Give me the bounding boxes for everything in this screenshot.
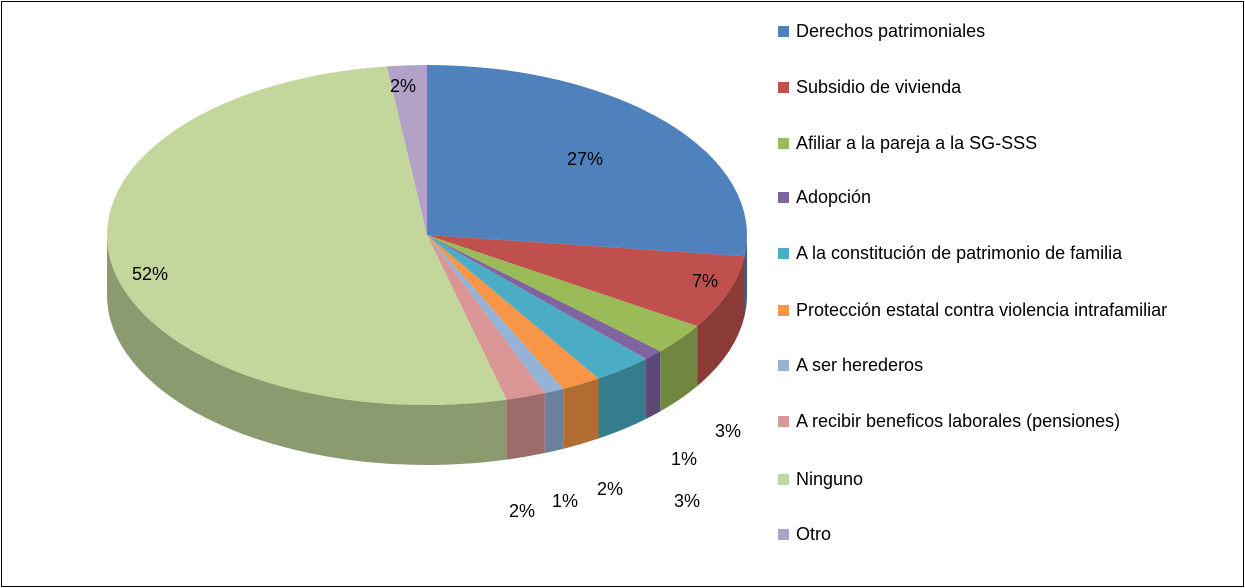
legend-item: Ninguno	[778, 466, 1211, 493]
legend-label: A la constitución de patrimonio de famil…	[796, 243, 1123, 263]
slice	[427, 235, 647, 379]
slice-side	[646, 351, 661, 419]
slice	[427, 235, 545, 400]
slice-side	[744, 235, 747, 317]
legend-label: Otro	[796, 524, 832, 544]
legend-item: A ser herederos	[778, 352, 1211, 379]
legend-swatch	[778, 138, 789, 149]
data-label: 3%	[715, 421, 741, 441]
legend-label: Derechos patrimoniales	[796, 21, 986, 41]
legend-item: Otro	[778, 521, 1211, 548]
slice	[427, 235, 745, 327]
legend-label: A recibir beneficos laborales (pensiones…	[796, 411, 1121, 431]
slice-side	[544, 388, 564, 454]
legend-label: Adopción	[796, 187, 872, 207]
legend-item: Subsidio de vivienda	[778, 74, 1211, 101]
slice-side	[563, 378, 599, 449]
legend-label: Protección estatal contra violencia intr…	[796, 300, 1168, 320]
slice	[427, 65, 747, 257]
slice	[427, 235, 698, 352]
legend-swatch	[778, 416, 789, 427]
legend-swatch	[778, 529, 789, 540]
slice	[386, 65, 427, 235]
legend-swatch	[778, 26, 789, 37]
slice-side	[506, 393, 545, 460]
slice-side	[598, 358, 647, 439]
slice	[427, 235, 564, 394]
data-label: 27%	[567, 149, 603, 169]
data-label: 52%	[132, 264, 168, 284]
slice	[107, 66, 507, 405]
legend-item: Derechos patrimoniales	[778, 18, 1211, 45]
legend-label: Ninguno	[796, 469, 864, 489]
legend-label: A ser herederos	[796, 355, 924, 375]
legend-swatch	[778, 360, 789, 371]
data-label: 1%	[552, 491, 578, 511]
slice-side	[660, 326, 698, 412]
legend-label: Subsidio de vivienda	[796, 77, 962, 97]
slice	[427, 235, 661, 359]
legend-item: Protección estatal contra violencia intr…	[778, 297, 1211, 324]
data-label: 2%	[509, 501, 535, 521]
legend-item: A la constitución de patrimonio de famil…	[778, 240, 1211, 267]
data-label: 7%	[692, 271, 718, 291]
data-label: 3%	[674, 491, 700, 511]
legend-swatch	[778, 82, 789, 93]
legend-swatch	[778, 248, 789, 259]
data-label: 2%	[597, 479, 623, 499]
data-label: 2%	[390, 76, 416, 96]
legend-item: Adopción	[778, 184, 1211, 211]
legend-swatch	[778, 192, 789, 203]
slice-side	[697, 256, 745, 387]
legend-swatch	[778, 305, 789, 316]
slice-side	[107, 235, 507, 466]
legend-item: A recibir beneficos laborales (pensiones…	[778, 408, 1211, 435]
legend-label: Afiliar a la pareja a la SG-SSS	[796, 133, 1038, 153]
legend-swatch	[778, 474, 789, 485]
slice	[427, 235, 599, 389]
data-label: 1%	[671, 449, 697, 469]
legend-item: Afiliar a la pareja a la SG-SSS	[778, 130, 1211, 157]
